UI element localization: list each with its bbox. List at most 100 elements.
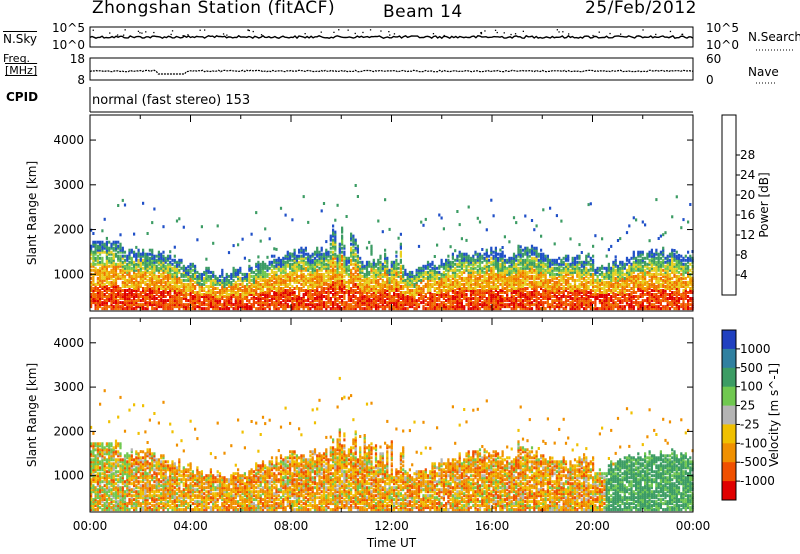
echo-cell bbox=[386, 293, 389, 296]
echo-cell bbox=[101, 256, 104, 260]
echo-cell bbox=[304, 248, 307, 252]
echo-cell bbox=[338, 280, 341, 284]
echo-cell bbox=[341, 246, 344, 250]
echo-cell bbox=[130, 301, 133, 305]
echo-cell bbox=[485, 278, 488, 282]
echo-cell bbox=[307, 266, 310, 270]
echo-cell bbox=[221, 280, 224, 284]
echo-cell bbox=[458, 287, 461, 290]
echo-cell bbox=[320, 248, 323, 252]
echo-cell bbox=[454, 270, 457, 274]
echo-cell bbox=[329, 303, 332, 307]
echo-cell bbox=[157, 305, 160, 309]
echo-cell bbox=[273, 287, 276, 290]
echo-cell bbox=[524, 276, 527, 280]
noise-search-dot bbox=[171, 30, 174, 32]
echo-cell bbox=[250, 278, 253, 282]
echo-cell bbox=[374, 303, 378, 307]
echo-cell bbox=[515, 221, 518, 225]
echo-cell bbox=[178, 278, 181, 282]
echo-cell bbox=[133, 264, 136, 268]
echo-cell bbox=[225, 282, 228, 286]
echo-cell bbox=[469, 274, 473, 278]
echo-cell bbox=[112, 266, 115, 270]
echo-cell bbox=[252, 285, 255, 288]
echo-cell bbox=[478, 307, 482, 311]
echo-cell bbox=[361, 278, 364, 282]
echo-cell bbox=[153, 295, 156, 298]
echo-cell bbox=[105, 264, 108, 268]
echo-cell bbox=[234, 291, 237, 294]
echo-cell bbox=[472, 262, 475, 266]
echo-cell bbox=[578, 276, 581, 280]
echo-cell bbox=[585, 280, 588, 284]
echo-cell bbox=[415, 268, 418, 272]
echo-cell bbox=[133, 280, 136, 284]
echo-cell bbox=[218, 274, 222, 278]
freq-tick-bottom: 8 bbox=[77, 73, 85, 87]
echo-cell bbox=[322, 291, 326, 294]
echo-cell bbox=[393, 278, 396, 282]
echo-cell bbox=[279, 293, 283, 296]
echo-cell bbox=[166, 305, 170, 309]
echo-cell bbox=[399, 232, 402, 236]
echo-cell bbox=[322, 289, 326, 292]
echo-cell bbox=[203, 299, 206, 303]
echo-cell bbox=[261, 272, 265, 276]
echo-cell bbox=[546, 293, 549, 296]
echo-cell bbox=[393, 287, 396, 290]
echo-cell bbox=[320, 254, 323, 258]
echo-cell bbox=[562, 293, 565, 296]
echo-cell bbox=[347, 256, 350, 260]
echo-cell bbox=[327, 268, 330, 272]
echo-cell bbox=[144, 297, 147, 300]
echo-cell bbox=[246, 285, 249, 288]
echo-cell bbox=[350, 254, 353, 258]
echo-cell bbox=[243, 272, 246, 276]
echo-cell bbox=[399, 278, 402, 282]
echo-cell bbox=[277, 264, 280, 268]
echo-cell bbox=[494, 248, 497, 252]
echo-cell bbox=[497, 256, 500, 260]
echo-cell bbox=[257, 307, 260, 311]
echo-cell bbox=[155, 280, 158, 284]
echo-cell bbox=[264, 295, 267, 298]
echo-cell bbox=[417, 305, 421, 309]
echo-cell bbox=[506, 260, 509, 264]
echo-cell bbox=[537, 303, 540, 307]
echo-cell bbox=[160, 295, 163, 298]
echo-cell bbox=[544, 282, 547, 286]
echo-cell bbox=[307, 256, 310, 260]
echo-cell bbox=[304, 278, 307, 282]
echo-cell bbox=[345, 258, 348, 262]
echo-cell bbox=[519, 282, 522, 286]
echo-cell bbox=[404, 278, 407, 282]
echo-cell bbox=[381, 280, 384, 284]
echo-cell bbox=[542, 270, 545, 274]
echo-cell bbox=[243, 289, 246, 292]
echo-cell bbox=[359, 268, 362, 272]
echo-cell bbox=[447, 291, 450, 294]
echo-cell bbox=[521, 289, 525, 292]
echo-cell bbox=[282, 266, 285, 270]
echo-cell bbox=[567, 254, 570, 258]
echo-cell bbox=[309, 291, 312, 294]
echo-cell bbox=[422, 264, 425, 268]
echo-cell bbox=[128, 293, 131, 296]
echo-cell bbox=[157, 285, 160, 288]
echo-cell bbox=[289, 280, 292, 284]
echo-cell bbox=[583, 299, 586, 303]
echo-cell bbox=[370, 299, 373, 303]
echo-cell bbox=[341, 254, 344, 258]
echo-cell bbox=[549, 295, 552, 298]
echo-cell bbox=[343, 293, 346, 296]
echo-cell bbox=[148, 266, 151, 270]
echo-cell bbox=[490, 307, 493, 311]
echo-cell bbox=[178, 262, 181, 266]
echo-cell bbox=[266, 280, 269, 284]
echo-cell bbox=[302, 280, 305, 284]
echo-cell bbox=[544, 287, 547, 290]
echo-cell bbox=[313, 303, 317, 307]
echo-cell bbox=[343, 262, 346, 266]
echo-cell bbox=[155, 258, 158, 262]
